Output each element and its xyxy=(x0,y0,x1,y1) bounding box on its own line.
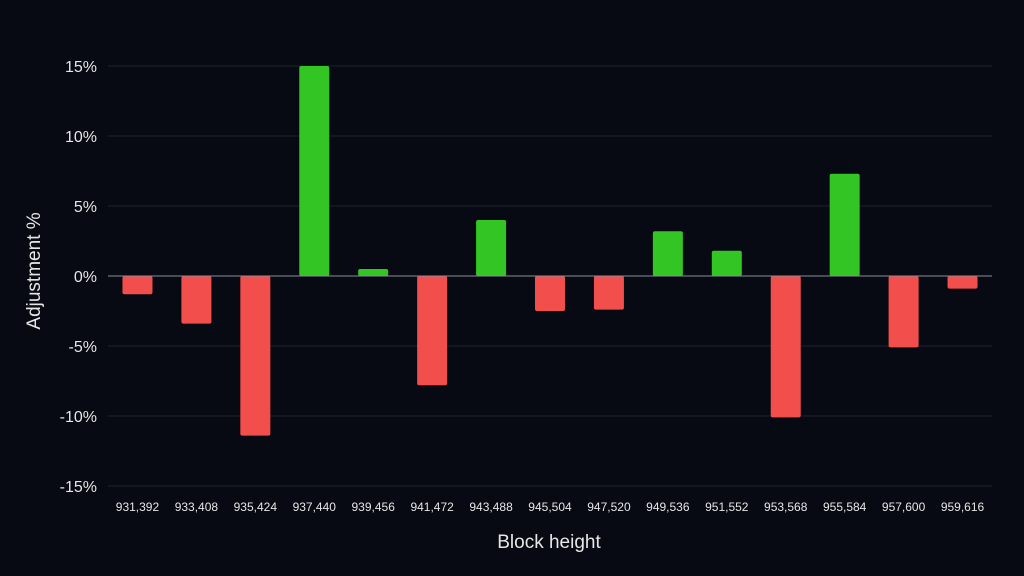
bar-955584 xyxy=(829,173,860,276)
x-tick-label: 953,568 xyxy=(764,500,808,514)
bar-947520 xyxy=(593,276,624,310)
bar-951552 xyxy=(711,250,742,276)
y-tick-label: 15% xyxy=(65,59,97,76)
bar-939456 xyxy=(358,269,389,276)
y-tick-label: 0% xyxy=(74,269,97,286)
bar-931392 xyxy=(122,276,153,295)
x-tick-labels: 931,392 933,408 935,424 937,440 939,456 941,4… xyxy=(116,500,985,514)
bar-943488 xyxy=(476,220,507,276)
y-tick-label: 10% xyxy=(65,129,97,146)
bar-959616 xyxy=(947,276,978,289)
x-tick-label: 947,520 xyxy=(587,500,631,514)
y-tick-labels: 15% 10% 5% 0% -5% -10% -15% xyxy=(60,59,97,496)
y-tick-label: -15% xyxy=(60,479,97,496)
x-tick-label: 951,552 xyxy=(705,500,749,514)
bar-941472 xyxy=(417,276,448,386)
bar-953568 xyxy=(770,276,801,418)
x-tick-label: 959,616 xyxy=(941,500,985,514)
bar-937440 xyxy=(299,66,330,276)
bar-933408 xyxy=(181,276,212,324)
x-tick-label: 939,456 xyxy=(352,500,396,514)
bar-935424 xyxy=(240,276,271,436)
y-tick-label: -5% xyxy=(69,339,97,356)
x-tick-label: 957,600 xyxy=(882,500,926,514)
bar-957600 xyxy=(888,276,919,348)
bars xyxy=(122,66,978,436)
x-tick-label: 941,472 xyxy=(410,500,454,514)
x-tick-label: 935,424 xyxy=(234,500,278,514)
bar-949536 xyxy=(652,231,683,276)
x-tick-label: 949,536 xyxy=(646,500,690,514)
y-tick-label: 5% xyxy=(74,199,97,216)
x-tick-label: 931,392 xyxy=(116,500,160,514)
y-axis-title: Adjustment % xyxy=(24,212,45,329)
x-tick-label: 945,504 xyxy=(528,500,572,514)
x-tick-label: 943,488 xyxy=(469,500,513,514)
x-tick-label: 933,408 xyxy=(175,500,219,514)
x-tick-label: 937,440 xyxy=(293,500,337,514)
bar-945504 xyxy=(535,276,565,311)
x-tick-label: 955,584 xyxy=(823,500,867,514)
y-tick-label: -10% xyxy=(60,409,97,426)
x-axis-title: Block height xyxy=(497,532,601,553)
